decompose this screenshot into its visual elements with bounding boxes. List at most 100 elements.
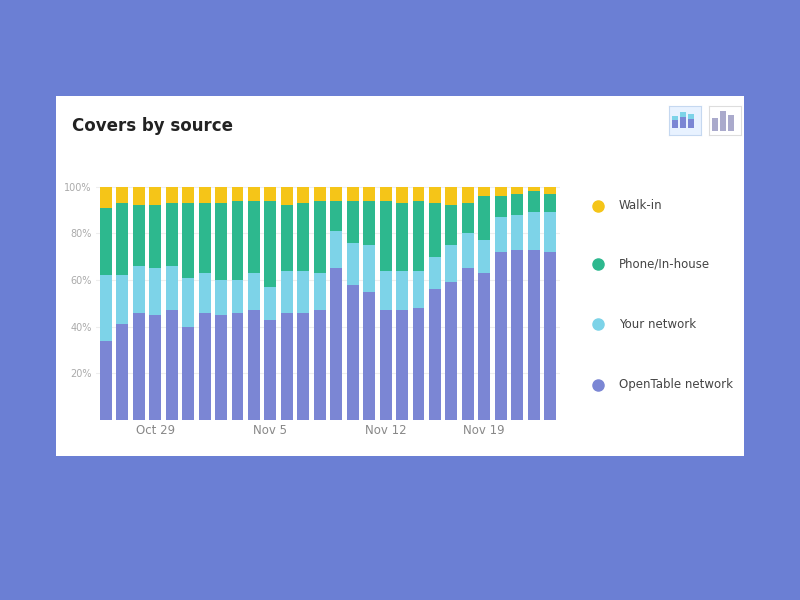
Bar [380,200,391,271]
Bar [413,271,425,308]
Bar [544,252,556,420]
Bar [166,203,178,266]
Bar [198,273,210,313]
Bar [248,273,260,310]
Bar [462,187,474,203]
Bar [182,278,194,326]
Bar [396,187,408,203]
Bar [680,112,686,117]
Bar [380,271,391,310]
Bar [446,205,458,245]
Bar [166,266,178,310]
Bar [150,205,161,268]
Bar [314,310,326,420]
Bar [672,120,678,128]
Bar [478,273,490,420]
Bar [198,203,210,273]
Text: Phone/In-house: Phone/In-house [618,257,710,270]
Bar [100,341,112,420]
Bar [298,271,310,313]
Bar [446,245,458,283]
Bar [182,203,194,278]
Bar [346,187,358,200]
Bar [363,292,375,420]
Text: OpenTable network: OpenTable network [618,378,733,391]
Bar [133,266,145,313]
Text: Walk-in: Walk-in [618,199,662,212]
Bar [728,115,734,131]
Bar [712,118,718,131]
Bar [150,187,161,205]
Bar [150,315,161,420]
Bar [511,250,523,420]
Bar [396,271,408,310]
Bar [544,212,556,252]
Bar [330,187,342,200]
Bar [462,268,474,420]
Bar [413,187,425,200]
Bar [495,252,506,420]
Bar [363,245,375,292]
Bar [544,187,556,194]
Bar [133,205,145,266]
Bar [248,187,260,200]
Bar [117,325,128,420]
Bar [495,217,506,252]
Bar [117,275,128,325]
Bar [281,205,293,271]
Bar [396,203,408,271]
Bar [265,287,276,320]
Bar [231,187,243,200]
Bar [446,187,458,205]
Bar [231,200,243,280]
Bar [100,208,112,275]
Bar [380,187,391,200]
Bar [231,280,243,313]
Bar [198,187,210,203]
Bar [248,200,260,273]
Bar [462,233,474,268]
Bar [133,313,145,420]
Bar [198,313,210,420]
Bar [100,275,112,341]
Bar [330,231,342,268]
Bar [429,289,441,420]
Bar [511,215,523,250]
Bar [215,315,227,420]
Bar [495,187,506,196]
Bar [346,284,358,420]
Bar [429,203,441,257]
Bar [298,203,310,271]
Bar [330,200,342,231]
Bar [231,313,243,420]
Bar [248,310,260,420]
Bar [117,203,128,275]
Bar [215,187,227,203]
Bar [150,268,161,315]
Bar [166,187,178,203]
Bar [720,110,726,131]
Bar [281,187,293,205]
Bar [330,268,342,420]
Bar [429,187,441,203]
Bar [346,200,358,242]
Bar [511,194,523,215]
Bar [478,241,490,273]
Bar [688,119,694,128]
Bar [478,196,490,241]
Bar [680,117,686,128]
Bar [688,115,694,119]
Bar [314,273,326,310]
Bar [413,200,425,271]
Bar [166,310,178,420]
Text: Your network: Your network [618,318,696,331]
Bar [117,187,128,203]
Bar [544,194,556,212]
Bar [413,308,425,420]
Bar [298,313,310,420]
Bar [380,310,391,420]
Bar [462,203,474,233]
Bar [363,200,375,245]
Bar [298,187,310,203]
Bar [363,187,375,200]
